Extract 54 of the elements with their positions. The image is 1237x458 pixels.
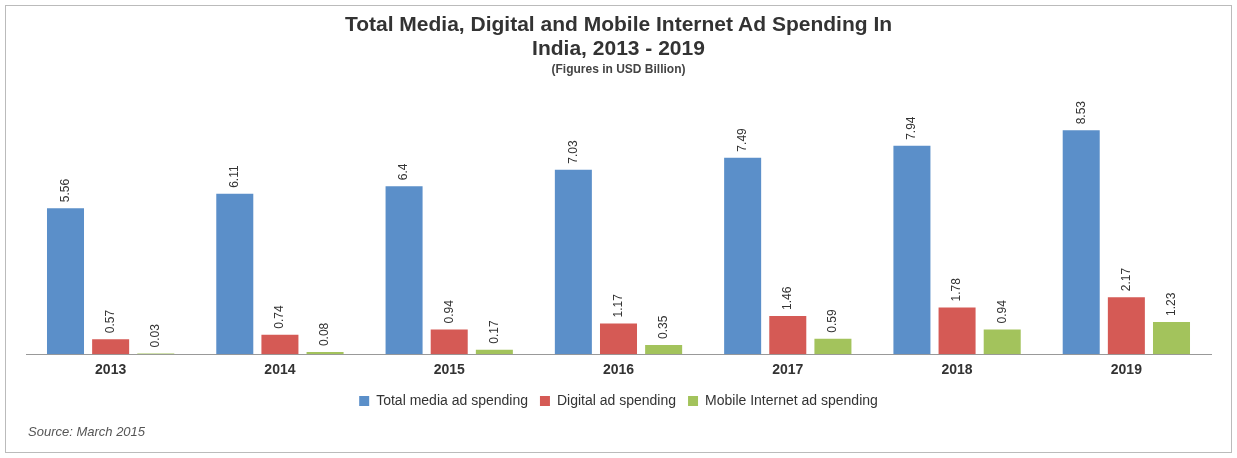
data-label: 0.08 <box>317 322 332 347</box>
bar <box>554 169 592 355</box>
bar <box>216 193 254 355</box>
bar <box>938 307 976 355</box>
bar <box>306 352 344 355</box>
data-label: 0.74 <box>272 305 287 329</box>
bar <box>1152 321 1191 355</box>
legend-label: Mobile Internet ad spending <box>705 391 878 408</box>
bar <box>475 349 513 355</box>
data-label: 0.59 <box>825 309 840 333</box>
x-tick-label: 2015 <box>433 361 465 378</box>
data-label: 0.57 <box>102 309 117 334</box>
source-note: Source: March 2015 <box>28 424 146 439</box>
bar <box>430 329 468 355</box>
bar <box>385 186 423 355</box>
bar <box>1062 130 1100 355</box>
x-tick-label: 2019 <box>1110 361 1143 378</box>
legend-label: Digital ad spending <box>556 391 677 408</box>
x-tick-label: 2016 <box>602 361 635 378</box>
bar <box>46 208 85 355</box>
data-label: 1.78 <box>949 277 964 302</box>
data-label: 7.03 <box>565 140 580 164</box>
data-label: 2.17 <box>1118 267 1133 292</box>
data-label: 0.03 <box>148 323 163 348</box>
bar <box>1107 297 1145 355</box>
data-label: 0.94 <box>441 299 456 324</box>
bar <box>893 145 931 355</box>
data-label: 1.46 <box>780 286 795 310</box>
chart-title: Total Media, Digital and Mobile Internet Ad Spending In India, 2013 - 2019 <box>343 12 894 60</box>
data-label: 1.23 <box>1163 292 1178 316</box>
data-label: 1.17 <box>610 293 625 318</box>
data-label: 6.11 <box>227 165 242 188</box>
data-label: 8.53 <box>1073 100 1088 125</box>
data-label: 7.49 <box>734 127 749 152</box>
data-label: 5.56 <box>57 178 72 203</box>
bar <box>599 323 638 355</box>
x-tick-label: 2013 <box>95 361 127 378</box>
x-tick-label: 2014 <box>264 361 296 378</box>
x-tick-label: 2017 <box>772 361 804 378</box>
bar <box>814 338 852 355</box>
bar <box>92 339 130 355</box>
bar <box>724 157 762 355</box>
legend-label: Total media ad spending <box>376 391 528 408</box>
bar <box>261 334 299 355</box>
x-tick-label: 2018 <box>941 361 973 378</box>
chart-subtitle: (Figures in USD Billion) <box>550 62 687 76</box>
bar <box>769 315 807 355</box>
data-label: 6.4 <box>396 163 411 181</box>
data-label: 0.94 <box>994 299 1009 324</box>
bar <box>645 345 683 355</box>
data-label: 0.17 <box>486 320 501 344</box>
data-label: 0.35 <box>655 315 670 340</box>
bar <box>983 329 1021 355</box>
data-label: 7.94 <box>904 116 919 140</box>
